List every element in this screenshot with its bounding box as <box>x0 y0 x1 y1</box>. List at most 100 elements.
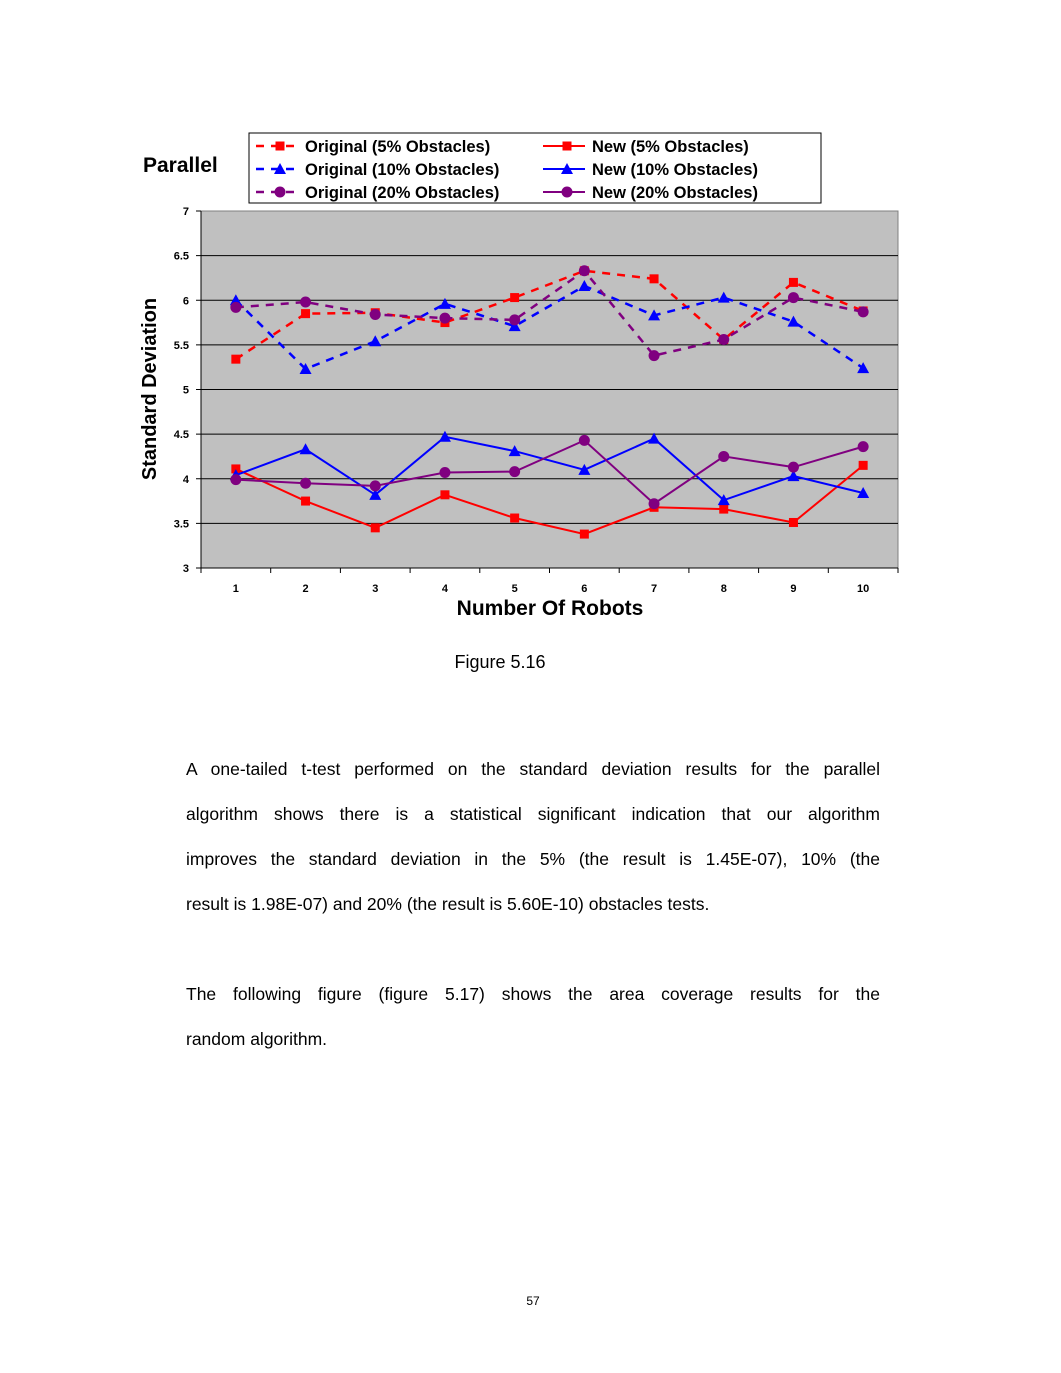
x-tick-label: 10 <box>857 583 869 595</box>
data-point <box>578 265 590 277</box>
data-point <box>857 306 869 318</box>
data-point <box>648 350 660 362</box>
data-point <box>301 496 311 506</box>
data-point <box>509 314 521 326</box>
series-5 <box>230 265 869 362</box>
data-point <box>788 277 798 287</box>
data-point <box>229 294 242 306</box>
x-axis-label: Number Of Robots <box>457 597 644 620</box>
data-point <box>857 362 870 374</box>
x-tick-label: 3 <box>372 583 378 595</box>
paragraph-line: The following figure (figure 5.17) shows… <box>186 984 880 1004</box>
series-line <box>235 435 864 502</box>
data-point <box>510 293 520 303</box>
data-point <box>299 443 312 455</box>
line-chart: 3 3.5 4 4.5 5 5.5 6 6.5 7 1 2 3 4 5 6 7 8 9 10 Parallel S… <box>139 132 899 620</box>
data-point <box>439 312 451 324</box>
paragraph-line: result is 1.98E-07) and 20% (the result … <box>186 894 710 914</box>
data-point <box>788 517 798 527</box>
gridlines <box>201 255 898 524</box>
data-point <box>508 320 521 332</box>
x-tick-label: 2 <box>302 583 308 595</box>
series-line <box>234 284 864 371</box>
y-axis: 3 3.5 4 4.5 5 5.5 6 6.5 7 <box>174 206 202 575</box>
x-tick-label: 6 <box>581 583 587 595</box>
y-tick-label: 6 <box>183 295 189 307</box>
paragraph-ttest: A one-tailed t-test performed on the sta… <box>186 747 880 927</box>
data-point <box>579 529 589 539</box>
data-point <box>300 477 312 489</box>
legend-label: Original (10% Obstacles) <box>305 161 499 179</box>
data-point <box>510 513 520 523</box>
paragraph-line: algorithm shows there is a statistical s… <box>186 804 880 824</box>
data-point <box>578 434 590 446</box>
data-point <box>300 296 312 308</box>
series-layer <box>229 265 870 539</box>
x-tick-label: 4 <box>442 583 449 595</box>
y-tick-label: 7 <box>183 206 189 218</box>
legend: Original (5% Obstacles) New (5% Obstacles… <box>256 138 758 202</box>
data-point <box>787 470 800 482</box>
data-point <box>231 354 241 364</box>
data-point <box>787 461 799 473</box>
legend-marker <box>562 141 572 151</box>
data-point <box>438 297 451 309</box>
series-6 <box>230 434 869 510</box>
y-axis-label: Standard Deviation <box>139 298 161 480</box>
data-point <box>369 480 381 492</box>
legend-marker <box>561 163 573 174</box>
x-tick-label: 9 <box>790 583 796 595</box>
series-line <box>235 464 864 536</box>
data-point <box>787 315 800 327</box>
data-point <box>718 334 730 346</box>
data-point <box>578 279 591 291</box>
data-point <box>787 292 799 304</box>
data-point <box>230 474 242 486</box>
x-tick-label: 1 <box>233 583 239 595</box>
y-tick-label: 5.5 <box>174 340 189 352</box>
chart-title: Parallel <box>143 154 218 177</box>
paragraph-next-figure: The following figure (figure 5.17) shows… <box>186 972 880 1062</box>
data-point <box>719 504 729 514</box>
data-point <box>438 430 451 442</box>
series-4 <box>229 430 870 506</box>
legend-label: New (20% Obstacles) <box>592 184 758 202</box>
data-point <box>369 335 382 347</box>
y-tick-label: 3.5 <box>174 518 189 530</box>
data-point <box>648 309 661 321</box>
series-line <box>235 439 864 506</box>
legend-marker <box>275 141 285 151</box>
y-tick-label: 5 <box>183 385 189 397</box>
y-tick-label: 4.5 <box>174 429 189 441</box>
data-point <box>648 432 661 444</box>
legend-marker <box>561 186 573 198</box>
data-point <box>508 445 521 457</box>
data-point <box>439 467 451 479</box>
data-point <box>231 464 241 474</box>
legend-label: Original (20% Obstacles) <box>305 184 499 202</box>
data-point <box>301 309 311 319</box>
data-point <box>509 466 521 478</box>
x-tick-label: 7 <box>651 583 657 595</box>
data-point <box>299 362 312 374</box>
series-3 <box>229 279 870 374</box>
data-point <box>858 460 868 470</box>
y-tick-label: 4 <box>183 474 190 486</box>
data-point <box>440 490 450 500</box>
data-point <box>718 450 730 462</box>
page-number: 57 <box>526 1294 540 1308</box>
x-axis: 1 2 3 4 5 6 7 8 9 10 <box>200 567 899 595</box>
data-point <box>717 291 730 303</box>
data-point <box>369 309 381 321</box>
paragraph-line: random algorithm. <box>186 1029 328 1049</box>
y-tick-label: 6.5 <box>174 251 189 263</box>
data-point <box>857 487 870 499</box>
series-line <box>235 269 864 361</box>
data-point <box>578 463 591 475</box>
legend-box <box>248 132 822 204</box>
data-point <box>370 523 380 533</box>
paragraph-line: improves the standard deviation in the 5… <box>186 849 880 869</box>
legend-label: Original (5% Obstacles) <box>305 138 490 156</box>
data-point <box>369 488 382 500</box>
x-tick-label: 8 <box>721 583 727 595</box>
